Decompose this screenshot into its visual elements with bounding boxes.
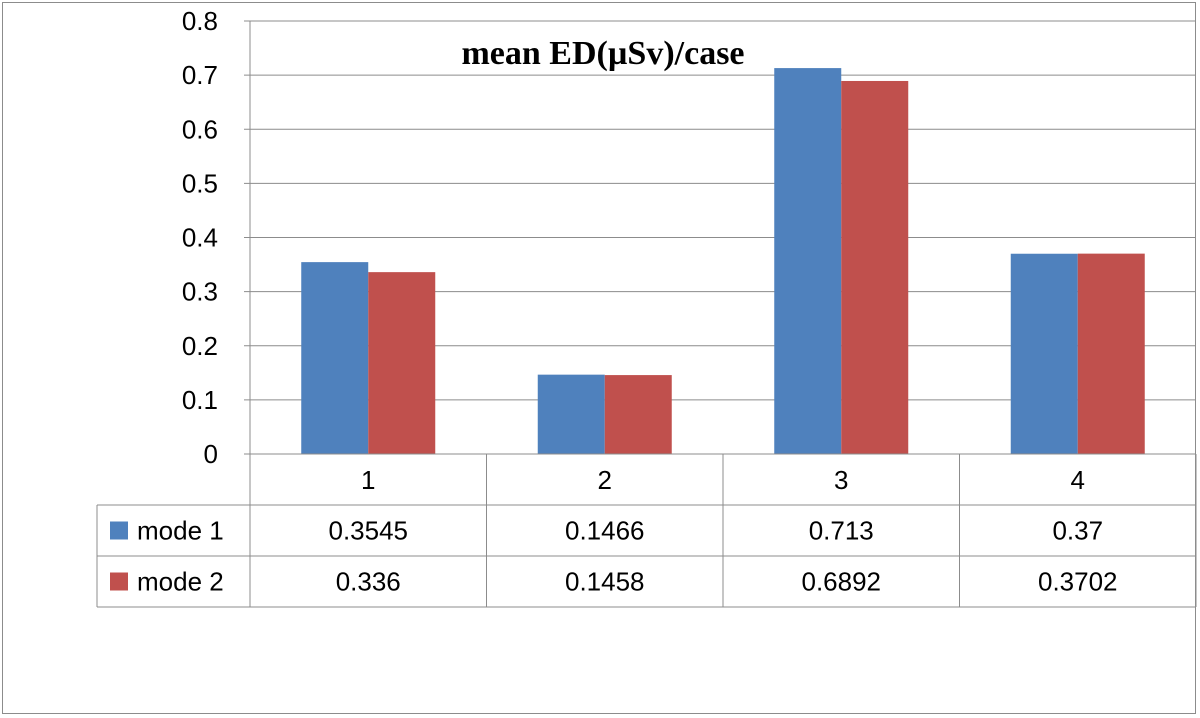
x-category-label: 4 <box>1071 465 1085 495</box>
data-label: 0.1458 <box>565 567 645 597</box>
y-tick-label: 0.7 <box>182 60 218 90</box>
legend-key-mode-2 <box>110 572 128 591</box>
legend-key-mode-1 <box>110 521 128 540</box>
y-tick-label: 0 <box>204 439 218 469</box>
y-tick-label: 0.6 <box>182 114 218 144</box>
data-label: 0.1466 <box>565 516 645 546</box>
y-tick-label: 0.3 <box>182 277 218 307</box>
y-tick-label: 0.2 <box>182 331 218 361</box>
y-tick-label: 0.4 <box>182 223 218 253</box>
bar-mode-2-cat-1 <box>368 272 436 454</box>
data-label: 0.3702 <box>1038 567 1118 597</box>
data-label: 0.3545 <box>328 516 408 546</box>
bar-mode-1-cat-4 <box>1010 253 1078 454</box>
series-name: mode 1 <box>137 516 224 546</box>
x-category-label: 3 <box>834 465 848 495</box>
data-label: 0.37 <box>1052 516 1103 546</box>
x-category-label: 2 <box>598 465 612 495</box>
bar-mode-2-cat-3 <box>841 80 909 455</box>
bar-mode-2-cat-2 <box>604 375 672 454</box>
bars <box>301 68 1145 455</box>
y-tick-label: 0.8 <box>182 6 218 36</box>
axes: 0 0.1 0.2 0.3 0.4 0.5 0.6 0.7 0.8 <box>182 6 251 469</box>
bar-mode-2-cat-4 <box>1077 253 1145 454</box>
series-name: mode 2 <box>137 567 224 597</box>
data-table: 1 2 3 4 mode 1 0.3545 0.1466 0.713 0.37 mode 2 0.3… <box>96 453 1197 608</box>
data-label: 0.336 <box>336 567 401 597</box>
y-tick-label: 0.1 <box>182 385 218 415</box>
bar-mode-1-cat-3 <box>774 68 842 455</box>
data-label: 0.6892 <box>801 567 881 597</box>
bar-mode-1-cat-2 <box>537 374 605 454</box>
x-category-label: 1 <box>361 465 375 495</box>
chart-title: mean ED(µSv)/case <box>461 35 744 72</box>
data-label: 0.713 <box>809 516 874 546</box>
bar-mode-1-cat-1 <box>301 262 369 454</box>
y-tick-label: 0.5 <box>182 168 218 198</box>
